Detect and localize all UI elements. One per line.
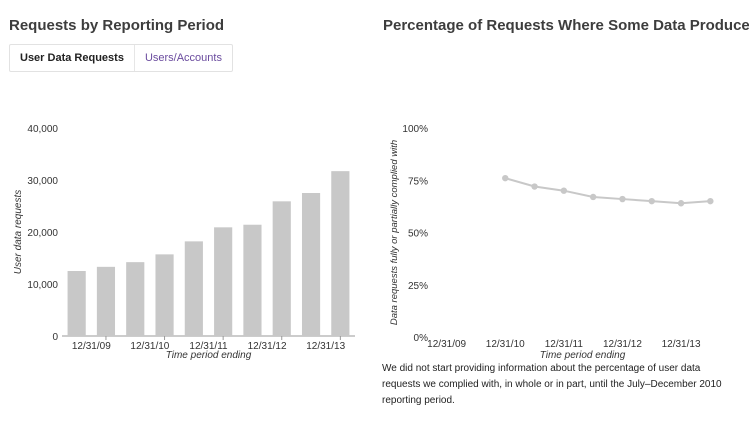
y-tick-label: 50% xyxy=(408,229,428,240)
y-tick-label: 30,000 xyxy=(27,176,58,187)
series-line xyxy=(504,177,711,205)
x-tick-label: 12/31/12 xyxy=(603,339,642,350)
bar xyxy=(272,201,291,336)
data-point xyxy=(560,187,568,194)
y-tick-label: 0 xyxy=(52,332,58,343)
bar xyxy=(243,224,262,336)
bar xyxy=(301,193,321,336)
x-tick-label: 12/31/13 xyxy=(662,339,701,350)
data-point xyxy=(707,197,714,205)
y-tick-label: 25% xyxy=(408,281,428,292)
x-tick-label: 12/31/11 xyxy=(545,339,584,350)
bar xyxy=(214,227,233,336)
x-tick-label: 12/31/09 xyxy=(72,341,111,352)
bar-chart-title: Requests by Reporting Period xyxy=(9,17,225,34)
x-tick-label: 12/31/11 xyxy=(189,341,228,352)
y-axis-title: User data requests xyxy=(13,190,24,275)
data-point xyxy=(677,200,685,207)
footnote: We did not start providing information a… xyxy=(382,363,722,406)
data-point xyxy=(531,183,538,190)
bar xyxy=(155,254,174,336)
x-axis-title: Time period ending xyxy=(166,350,252,361)
bar xyxy=(331,171,350,336)
bar xyxy=(96,266,116,336)
x-tick-label: 12/31/13 xyxy=(306,341,345,352)
y-tick-label: 20,000 xyxy=(27,228,58,239)
bar xyxy=(126,262,145,336)
data-point xyxy=(648,197,655,205)
tab-users-accounts[interactable]: Users/Accounts xyxy=(133,45,232,71)
y-tick-label: 100% xyxy=(402,124,428,135)
x-axis-title: Time period ending xyxy=(540,350,626,361)
x-tick-label: 12/31/09 xyxy=(427,339,466,350)
line-chart-title: Percentage of Requests Where Some Data P… xyxy=(383,17,749,34)
bar-chart: 0 10,000 20,000 30,000 40,000 12/31/09 12/31/1… xyxy=(13,124,355,361)
tab-user-data-requests[interactable]: User Data Requests xyxy=(20,52,124,64)
data-point xyxy=(619,195,626,203)
y-tick-label: 40,000 xyxy=(27,124,58,135)
bar xyxy=(184,241,203,336)
data-point xyxy=(502,174,509,182)
y-tick-label: 75% xyxy=(408,176,428,187)
view-toggle: User Data Requests Users/Accounts xyxy=(9,44,233,72)
x-tick-label: 12/31/12 xyxy=(248,341,287,352)
y-axis-title: Data requests fully or partially complie… xyxy=(389,140,400,325)
bar xyxy=(67,271,86,336)
x-tick-label: 12/31/10 xyxy=(486,339,525,350)
y-tick-label: 0% xyxy=(414,333,429,344)
y-tick-label: 10,000 xyxy=(27,280,58,291)
data-point xyxy=(589,193,597,201)
x-tick-label: 12/31/10 xyxy=(130,341,169,352)
